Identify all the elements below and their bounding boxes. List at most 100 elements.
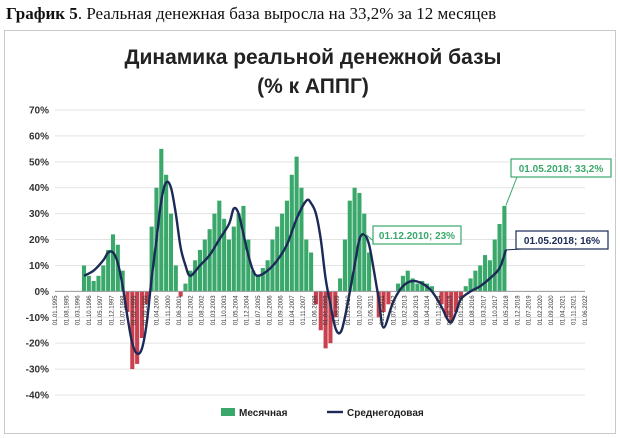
bar [415, 283, 420, 292]
callout-label: 01.05.2018; 16% [524, 236, 600, 247]
annotations: 01.12.2010; 23% 01.05.2018; 33,2% 01.05.20… [362, 158, 612, 251]
bar [236, 213, 241, 292]
bar [265, 260, 270, 292]
bar [429, 286, 434, 292]
bar [449, 291, 454, 323]
bar [149, 226, 154, 292]
callout-box [510, 158, 612, 178]
bar [396, 283, 401, 292]
bar [313, 291, 318, 305]
bar [246, 239, 251, 292]
bar [497, 224, 502, 292]
x-tick-label: 01.07.2012 [391, 295, 397, 326]
x-tick-label: 01.12.2018 [515, 295, 521, 326]
bar [173, 265, 178, 292]
bar [463, 286, 468, 292]
bar [492, 239, 497, 292]
chart-title-line1: Динамика реальной денежной базы [125, 46, 502, 69]
x-tick-label: 01.01.1995 [53, 295, 59, 326]
bar [226, 239, 232, 292]
bar [400, 275, 405, 292]
bar [231, 226, 236, 292]
callout-label: 01.12.2010; 23% [379, 231, 455, 242]
bar [347, 200, 352, 292]
caption-label: График 5 [6, 4, 78, 23]
chart-title-line2: (% к АППГ) [257, 75, 369, 98]
x-tick-label: 01.04.2021 [560, 295, 566, 326]
bar [91, 281, 96, 292]
x-tick-label: 01.07.1998 [121, 295, 127, 326]
bar [304, 239, 309, 292]
x-tick-label: 01.06.2015 [448, 295, 454, 326]
x-tick-label: 01.07.2019 [527, 295, 533, 326]
bar [478, 265, 483, 292]
bar [458, 291, 463, 300]
bar [444, 291, 449, 318]
bar [255, 275, 261, 292]
bar [309, 252, 314, 292]
bar [193, 260, 198, 292]
y-tick-label: 0% [35, 287, 50, 298]
bar [188, 270, 193, 292]
bar [294, 156, 299, 292]
bar [405, 270, 410, 292]
bar [439, 291, 444, 305]
bar [183, 283, 188, 292]
bar [367, 252, 372, 292]
x-tick-label: 01.02.2013 [403, 295, 409, 326]
bar [101, 265, 106, 292]
bar [217, 200, 222, 292]
x-tick-label: 01.11.2007 [301, 295, 307, 325]
bar [323, 291, 328, 349]
x-tick-label: 01.09.2006 [279, 295, 285, 326]
x-tick-label: 01.06.2008 [312, 295, 318, 326]
bar [168, 213, 174, 292]
x-tick-label: 01.05.1997 [98, 295, 104, 326]
x-tick-label: 01.03.2003 [211, 295, 217, 326]
callout-box [372, 225, 462, 245]
bar [212, 213, 217, 292]
x-tick-label: 01.09.2020 [549, 295, 555, 326]
y-tick-label: 50% [29, 157, 49, 168]
x-axis: 01.01.1995 01.08.1995 01.03.1996 01.10.1996… [53, 295, 589, 326]
bar [159, 148, 164, 292]
y-tick-label: 20% [29, 235, 49, 246]
x-tick-label: 01.03.2017 [482, 295, 488, 326]
bar [318, 291, 323, 331]
y-tick-label: 40% [29, 183, 49, 194]
x-tick-label: 01.04.2014 [425, 295, 431, 326]
bar [468, 278, 473, 292]
x-tick-label: 01.01.2002 [188, 295, 194, 326]
callout-box [515, 230, 609, 250]
legend-label-monthly: Месячная [239, 408, 288, 419]
x-tick-label: 01.02.1999 [132, 295, 138, 326]
x-tick-label: 01.09.2013 [414, 295, 420, 326]
callout-leader [505, 176, 518, 206]
y-tick-label: 30% [29, 209, 49, 220]
bar [135, 291, 140, 364]
x-tick-label: 01.05.2011 [369, 295, 375, 325]
legend-label-average: Среднегодовая [347, 408, 424, 419]
x-tick-label: 01.10.2003 [222, 295, 228, 326]
x-tick-label: 01.01.2016 [459, 295, 465, 326]
x-tick-label: 01.12.2004 [245, 295, 251, 326]
bar [328, 291, 333, 344]
bar [502, 205, 507, 292]
bar [202, 239, 207, 292]
x-tick-label: 01.01.2009 [324, 295, 330, 326]
bar [260, 268, 265, 292]
bar [81, 265, 87, 292]
y-tick-label: 70% [29, 106, 49, 117]
y-axis: 70% 60% 50% 40% 30% 20% 10% 0% -10% -20% -30% -40% [26, 106, 49, 402]
bar [299, 187, 304, 292]
x-tick-label: 01.08.1995 [64, 295, 70, 326]
series-line-average [83, 180, 508, 355]
x-tick-label: 01.08.2002 [200, 295, 206, 326]
bar [381, 291, 386, 313]
x-tick-label: 01.04.2000 [154, 295, 160, 326]
callout-label: 01.05.2018; 33,2% [519, 164, 604, 175]
bar [338, 278, 343, 292]
x-tick-label: 01.12.2011 [380, 295, 386, 325]
bar [352, 187, 357, 292]
bar [454, 291, 459, 313]
